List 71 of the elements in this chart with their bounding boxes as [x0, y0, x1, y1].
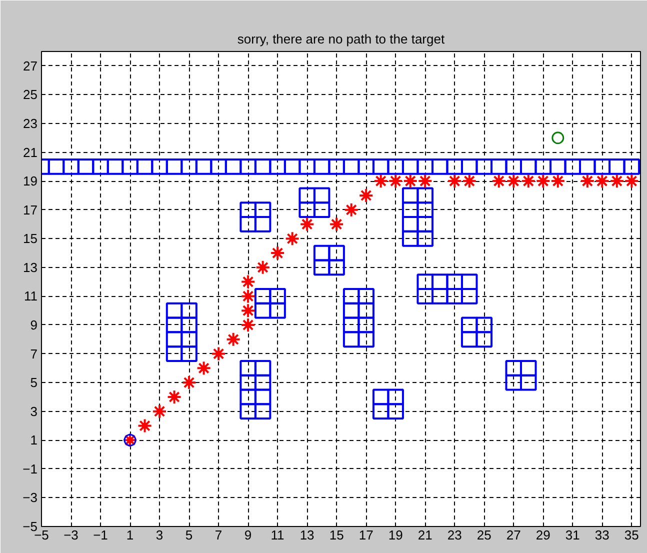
y-tick-label: 21	[23, 144, 38, 160]
point	[520, 174, 536, 189]
point	[552, 132, 564, 144]
x-tick-label: 5	[185, 528, 193, 542]
x-tick-label: 35	[624, 528, 639, 542]
point	[240, 288, 256, 304]
y-tick-label: 13	[23, 260, 38, 275]
point	[300, 216, 315, 232]
point	[152, 404, 168, 419]
point	[182, 375, 197, 390]
y-tick-label: 11	[24, 288, 38, 304]
point	[447, 174, 462, 189]
y-tick-label: 1	[30, 432, 38, 448]
point	[329, 216, 344, 232]
x-tick-label: 9	[244, 528, 252, 542]
y-tick-label: −1	[22, 461, 38, 476]
y-tick-label: 17	[23, 202, 38, 218]
point	[506, 174, 522, 189]
y-tick-label: 3	[30, 404, 38, 419]
x-tick-label: 19	[388, 528, 403, 542]
x-tick-label: 3	[156, 528, 164, 542]
x-tick-label: 29	[536, 528, 550, 542]
point	[226, 332, 241, 347]
point	[373, 174, 388, 189]
x-tick-label: 33	[594, 528, 610, 542]
point	[166, 389, 182, 404]
y-tick-label: 23	[23, 116, 38, 131]
x-tick-label: −1	[93, 528, 108, 542]
point	[609, 174, 624, 189]
point	[491, 174, 506, 189]
y-tick-label: 25	[23, 87, 38, 102]
x-tick-label: 23	[447, 528, 462, 542]
point	[402, 174, 418, 189]
point	[388, 174, 404, 189]
point	[240, 274, 256, 290]
x-tick-label: −3	[64, 528, 78, 542]
x-tick-label: 1	[126, 528, 134, 542]
point	[240, 317, 256, 332]
point	[240, 303, 256, 318]
point	[358, 188, 374, 203]
x-tick-label: 7	[214, 528, 222, 542]
y-tick-label: 15	[23, 231, 38, 246]
point	[196, 360, 212, 376]
x-tick-label: 31	[565, 528, 580, 542]
x-tick-label: 11	[270, 528, 284, 542]
x-tick-label: 17	[358, 528, 374, 542]
x-tick-label: 27	[506, 528, 521, 542]
chart-title: sorry, there are no path to the target	[237, 32, 445, 46]
x-tick-label: 13	[300, 528, 314, 542]
point	[344, 202, 359, 218]
point	[462, 174, 477, 189]
y-tick-label: 9	[30, 317, 38, 332]
point	[624, 174, 640, 189]
point	[137, 418, 152, 434]
y-tick-label: −3	[22, 490, 38, 506]
y-tick-label: 27	[23, 58, 38, 74]
point	[211, 346, 226, 362]
x-tick-label: 21	[418, 528, 432, 542]
x-tick-label: 15	[329, 528, 344, 542]
y-tick-label: 19	[23, 174, 38, 189]
point	[418, 174, 433, 189]
point	[550, 174, 566, 189]
y-tick-label: 5	[30, 375, 38, 390]
point	[270, 246, 286, 261]
x-tick-label: 25	[476, 528, 492, 542]
point	[284, 231, 300, 246]
point	[580, 174, 595, 189]
point	[255, 260, 270, 275]
point	[536, 174, 551, 189]
point	[594, 174, 610, 189]
y-tick-label: 7	[30, 346, 38, 362]
